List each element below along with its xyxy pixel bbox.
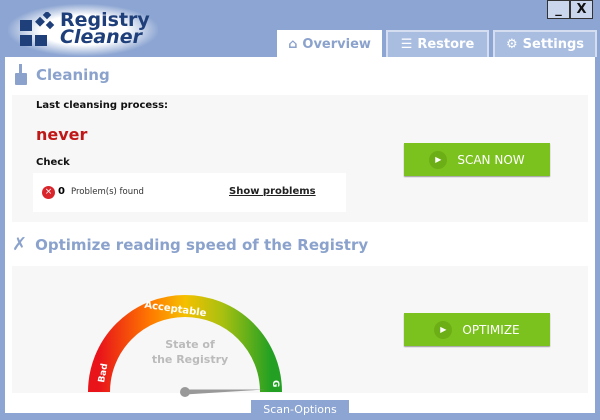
check-label: Check [36,157,70,168]
gauge-needle [184,389,265,395]
cleaning-header: Cleaning [14,64,110,86]
tab-restore[interactable]: ☰ Restore [386,30,489,57]
last-cleansing-label: Last cleansing process: [36,100,169,111]
gauge-label-good: G [270,380,280,387]
gauge-center-text-2: the Registry [152,353,228,366]
gauge-needle-hub [180,387,190,397]
logo-icon [20,12,55,46]
show-problems-link[interactable]: Show problems [229,186,316,197]
problem-count: 0 [58,186,65,197]
minimize-button[interactable]: _ [547,0,570,19]
registry-state-gauge: Acceptable Bad G State of the Registry [88,295,282,397]
play-icon: ▶ [434,320,453,339]
last-cleansing-value: never [36,125,88,144]
problems-found-label: Problem(s) found [71,187,144,197]
app-logo [8,4,158,56]
gauge-arc [88,295,282,393]
app-title: Registry Cleaner [60,9,150,48]
optimize-button[interactable]: ▶ OPTIMIZE [404,313,550,346]
play-icon: ▶ [429,150,448,169]
scan-now-button[interactable]: ▶ SCAN NOW [404,143,550,176]
database-icon: ☰ [400,37,413,52]
scan-options-tab[interactable]: Scan-Options [251,400,349,420]
gear-icon: ⚙ [505,37,518,52]
tab-overview[interactable]: ⌂ Overview [277,30,382,57]
check-result-box: × 0 Problem(s) found Show problems [33,173,346,212]
close-button[interactable]: X [570,0,593,19]
optimize-header: ✗ Optimize reading speed of the Registry [12,234,369,255]
gauge-center-text: State of [165,338,215,351]
brush-icon [15,64,27,85]
error-icon: × [42,186,55,199]
home-icon: ⌂ [288,37,298,52]
tools-icon: ✗ [12,234,28,255]
gauge-label-bad: Bad [97,363,110,384]
tab-settings[interactable]: ⚙ Settings [493,30,597,57]
